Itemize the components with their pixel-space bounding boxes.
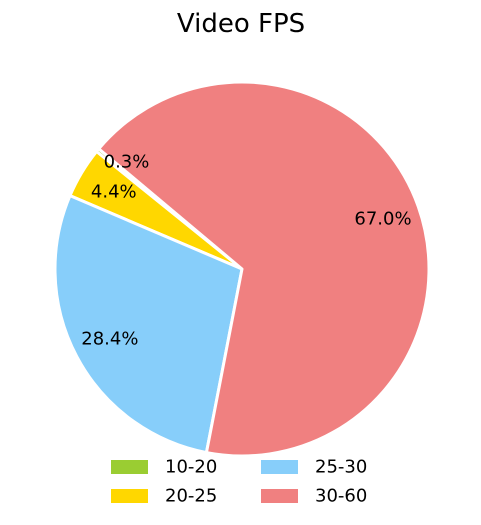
chart-title: Video FPS bbox=[177, 9, 305, 39]
pie-label-20-25: 4.4% bbox=[91, 181, 137, 202]
pie-slice-30-60 bbox=[97, 80, 431, 458]
pie-label-30-60: 67.0% bbox=[354, 209, 411, 230]
legend: 10-20 20-25 25-30 30-60 bbox=[111, 457, 367, 507]
legend-swatch-30-60 bbox=[261, 489, 298, 503]
legend-label-20-25: 20-25 bbox=[165, 486, 217, 507]
legend-swatch-20-25 bbox=[111, 489, 148, 503]
pie-label-10-20: 0.3% bbox=[104, 151, 150, 172]
pie-slices bbox=[53, 80, 431, 458]
legend-swatch-25-30 bbox=[261, 460, 298, 474]
pie-label-25-30: 28.4% bbox=[81, 329, 138, 350]
pie-percent-labels: 0.3% 4.4% 28.4% 67.0% bbox=[81, 151, 411, 349]
pie-slice-25-30 bbox=[53, 194, 244, 455]
legend-label-30-60: 30-60 bbox=[315, 486, 367, 507]
legend-label-10-20: 10-20 bbox=[165, 457, 217, 478]
legend-label-25-30: 25-30 bbox=[315, 457, 367, 478]
legend-swatch-10-20 bbox=[111, 460, 148, 474]
